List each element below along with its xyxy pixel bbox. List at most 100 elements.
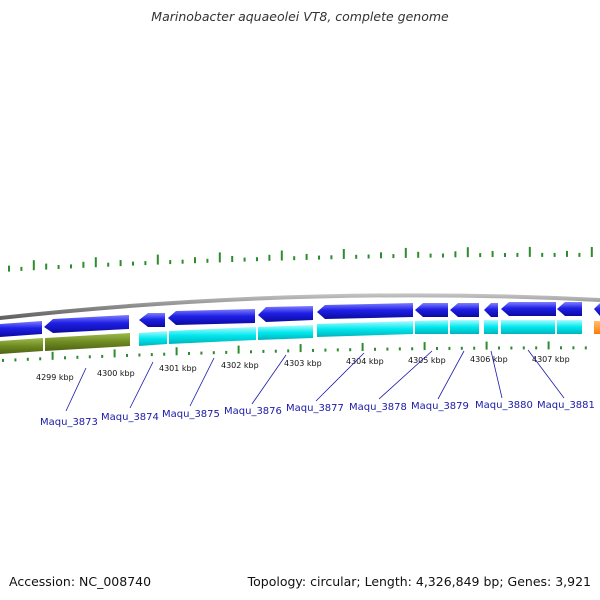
cds-forward-5[interactable] [258, 306, 313, 322]
gc-skew-tick [528, 246, 531, 257]
gene-label-maqu-3881[interactable]: Maqu_3881 [537, 400, 595, 411]
gc-skew-tick [355, 254, 358, 259]
gc-skew-tick [318, 255, 320, 260]
kbp-scale: 4299 kbp 4300 kbp 4301 kbp 4302 kbp 4303… [36, 355, 570, 382]
gc-skew-tick [280, 250, 283, 261]
cds-reverse-6[interactable] [317, 321, 413, 337]
gc-skew-tick [45, 263, 48, 270]
cds-reverse-11[interactable] [557, 320, 582, 334]
cds-reverse-1[interactable] [0, 338, 43, 354]
position-tick [287, 349, 290, 353]
gc-skew-tick [566, 250, 568, 257]
cds-reverse-2[interactable] [45, 333, 130, 351]
position-tick [448, 346, 451, 350]
position-tick [411, 347, 414, 351]
cds-reverse-10[interactable] [501, 320, 555, 334]
cds-forward-1[interactable] [0, 321, 42, 337]
position-tick [547, 341, 550, 350]
gc-skew-tick [429, 253, 432, 258]
gene-label-maqu-3879[interactable]: Maqu_3879 [411, 401, 469, 412]
position-tick [138, 353, 141, 357]
gene-label-maqu-3873[interactable]: Maqu_3873 [40, 417, 98, 428]
gc-skew-tick [206, 258, 209, 263]
map-title: Marinobacter aquaeolei VT8, complete gen… [151, 9, 449, 24]
position-tick [299, 344, 302, 353]
gc-skew-tick [367, 254, 370, 259]
gc-skew-tick [342, 249, 345, 259]
gene-label-maqu-3876[interactable]: Maqu_3876 [224, 406, 282, 417]
cds-reverse-5[interactable] [258, 325, 313, 340]
cds-forward-2[interactable] [44, 315, 129, 333]
cds-forward-9[interactable] [484, 303, 498, 317]
kbp-label: 4306 kbp [470, 355, 508, 364]
gc-skew-tick [156, 254, 159, 265]
cds-reverse-4[interactable] [169, 327, 256, 344]
position-tick [374, 347, 376, 351]
cds-forward-3[interactable] [139, 313, 165, 327]
gc-skew-tick [516, 252, 519, 257]
position-tick [535, 346, 538, 350]
gc-skew-tick [504, 253, 506, 257]
position-tick [498, 346, 500, 350]
cds-forward-10[interactable] [501, 302, 556, 316]
gc-skew-tick [194, 257, 196, 264]
gene-label-maqu-3877[interactable]: Maqu_3877 [286, 403, 344, 414]
position-tick [64, 356, 66, 360]
gc-skew-tick [454, 251, 457, 258]
position-tick [349, 348, 352, 352]
cds-forward-4[interactable] [168, 309, 255, 325]
kbp-label: 4299 kbp [36, 373, 74, 382]
gc-skew-tick [442, 253, 444, 258]
position-tick [113, 349, 116, 358]
position-tick [274, 349, 277, 353]
position-tick [26, 357, 29, 361]
gc-skew-tick [491, 251, 494, 257]
cds-forward-8[interactable] [450, 303, 479, 317]
cds-forward-7[interactable] [415, 303, 448, 317]
gene-label-maqu-3878[interactable]: Maqu_3878 [349, 402, 407, 413]
cds-reverse-9[interactable] [484, 320, 498, 334]
cds-reverse-7[interactable] [415, 320, 448, 334]
gc-skew-tick [479, 253, 482, 258]
position-tick [361, 343, 364, 351]
gc-skew-tick [466, 247, 469, 258]
position-tick [436, 347, 438, 350]
position-tick [101, 354, 104, 358]
position-tick [237, 345, 240, 354]
gc-skew-tick [107, 262, 110, 267]
genome-backbone [0, 293, 600, 320]
gc-skew-tick [330, 255, 333, 260]
gc-skew-tick [82, 261, 85, 268]
cds-forward-12[interactable] [594, 303, 600, 316]
position-tick [312, 348, 314, 352]
gene-label-leaders [65, 349, 565, 412]
position-tick [150, 353, 153, 357]
position-tick [188, 352, 190, 355]
cds-forward-11[interactable] [557, 302, 582, 316]
position-tick [572, 346, 575, 350]
leader-line [437, 350, 465, 400]
position-tick [88, 355, 91, 359]
gene-label-maqu-3875[interactable]: Maqu_3875 [162, 409, 220, 420]
gc-skew-tick [553, 252, 556, 257]
position-tick [51, 351, 54, 360]
gc-skew-tick [218, 252, 221, 263]
position-tick [39, 357, 42, 361]
feature-other-orange[interactable] [594, 321, 600, 334]
position-tick [14, 358, 17, 362]
position-tick [522, 346, 525, 350]
position-tick [473, 346, 476, 350]
position-tick [76, 355, 79, 359]
cds-reverse-3[interactable] [139, 331, 167, 346]
gc-skew-tick [70, 264, 72, 269]
gene-label-maqu-3880[interactable]: Maqu_3880 [475, 400, 533, 411]
cds-reverse-8[interactable] [450, 320, 479, 334]
gene-label-maqu-3874[interactable]: Maqu_3874 [101, 412, 159, 423]
leader-line [251, 354, 287, 405]
position-tick [163, 352, 166, 356]
cds-forward-6[interactable] [317, 303, 413, 319]
position-tick [126, 354, 128, 357]
gc-skew-tick [144, 261, 147, 266]
genome-summary: Topology: circular; Length: 4,326,849 bp… [247, 574, 591, 589]
